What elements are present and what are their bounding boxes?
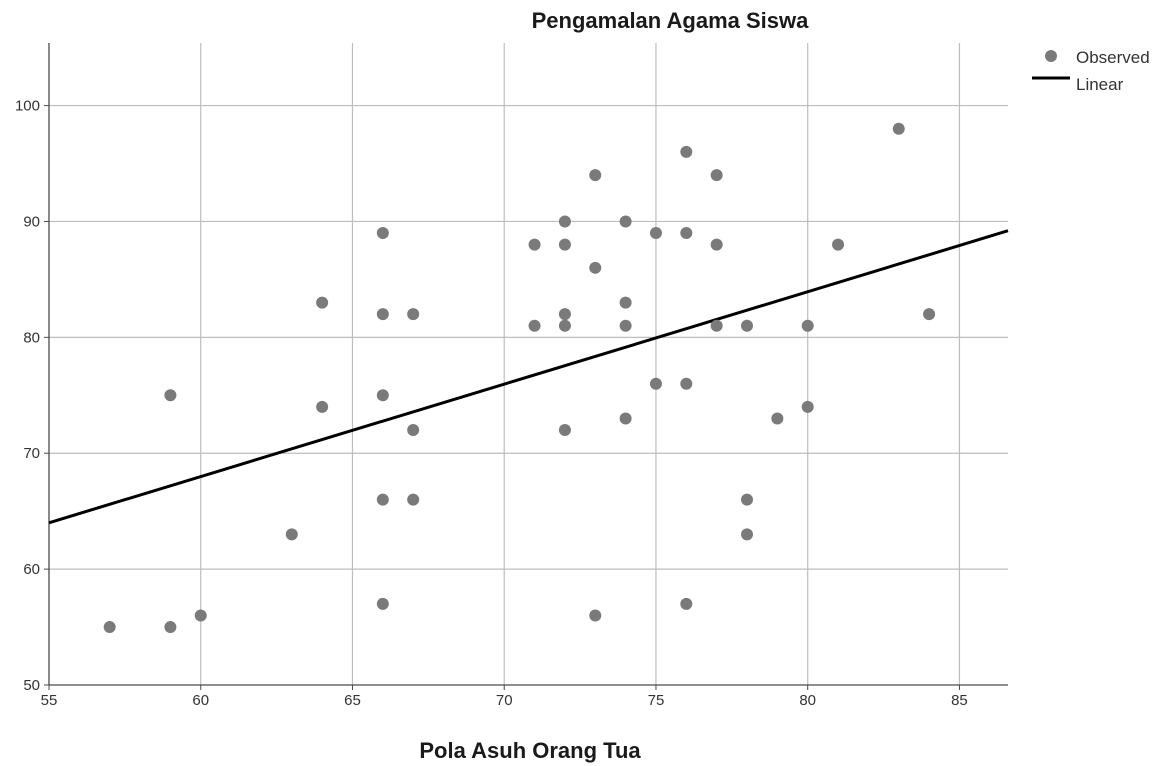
x-tick-labels: 55 60 65 70 75 80 85	[41, 692, 968, 709]
observed-point	[801, 319, 814, 332]
legend-observed-marker	[1045, 50, 1057, 62]
observed-point	[558, 424, 571, 437]
y-tick-labels: 50 60 70 80 90 100	[15, 98, 40, 694]
observed-point	[589, 261, 602, 274]
observed-point	[407, 424, 420, 437]
observed-point	[407, 493, 420, 506]
observed-point	[619, 296, 632, 309]
observed-point	[649, 377, 662, 390]
observed-point	[376, 308, 389, 321]
observed-point	[316, 296, 329, 309]
observed-point	[558, 308, 571, 321]
observed-point	[619, 319, 632, 332]
observed-point	[710, 319, 723, 332]
linear-fit-line	[48, 229, 1009, 525]
observed-point	[741, 493, 754, 506]
observed-point	[741, 319, 754, 332]
observed-point	[589, 169, 602, 182]
y-tick-label: 50	[23, 677, 40, 694]
regression-line-layer	[48, 229, 1009, 525]
y-tick-label: 90	[23, 213, 40, 230]
observed-points	[103, 122, 936, 634]
observed-point	[103, 621, 116, 634]
legend: Observed Linear	[1032, 48, 1150, 94]
x-tick-label: 70	[496, 692, 513, 709]
observed-point	[923, 308, 936, 321]
x-tick-label: 85	[951, 692, 968, 709]
axes	[44, 43, 1008, 690]
observed-point	[164, 621, 177, 634]
x-tick-label: 80	[799, 692, 816, 709]
x-tick-label: 55	[41, 692, 58, 709]
observed-point	[771, 412, 784, 425]
y-tick-label: 80	[23, 329, 40, 346]
observed-point	[680, 597, 693, 610]
observed-point	[710, 238, 723, 251]
observed-point	[680, 227, 693, 240]
observed-point	[285, 528, 298, 541]
observed-point	[164, 389, 177, 402]
observed-point	[619, 215, 632, 228]
observed-point	[680, 145, 693, 158]
observed-point	[589, 609, 602, 622]
observed-point	[649, 227, 662, 240]
y-tick-label: 100	[15, 98, 40, 115]
observed-point	[376, 389, 389, 402]
observed-point	[558, 215, 571, 228]
observed-point	[376, 597, 389, 610]
observed-point	[680, 377, 693, 390]
legend-linear-label: Linear	[1076, 75, 1124, 94]
observed-point	[194, 609, 207, 622]
chart-title: Pengamalan Agama Siswa	[532, 8, 810, 33]
observed-point	[892, 122, 905, 135]
observed-point	[376, 227, 389, 240]
observed-point	[619, 412, 632, 425]
observed-point	[801, 400, 814, 413]
observed-point	[528, 319, 541, 332]
grid-lines	[49, 43, 1008, 685]
observed-point	[558, 238, 571, 251]
x-axis-label: Pola Asuh Orang Tua	[419, 738, 641, 763]
observed-point	[528, 238, 541, 251]
observed-point	[407, 308, 420, 321]
x-tick-label: 65	[344, 692, 361, 709]
observed-point	[558, 319, 571, 332]
observed-point	[316, 400, 329, 413]
observed-point	[710, 169, 723, 182]
y-tick-label: 70	[23, 445, 40, 462]
observed-point	[741, 528, 754, 541]
x-tick-label: 60	[192, 692, 209, 709]
observed-point	[832, 238, 845, 251]
x-tick-label: 75	[648, 692, 665, 709]
legend-observed-label: Observed	[1076, 48, 1150, 67]
y-tick-label: 60	[23, 561, 40, 578]
observed-point	[376, 493, 389, 506]
